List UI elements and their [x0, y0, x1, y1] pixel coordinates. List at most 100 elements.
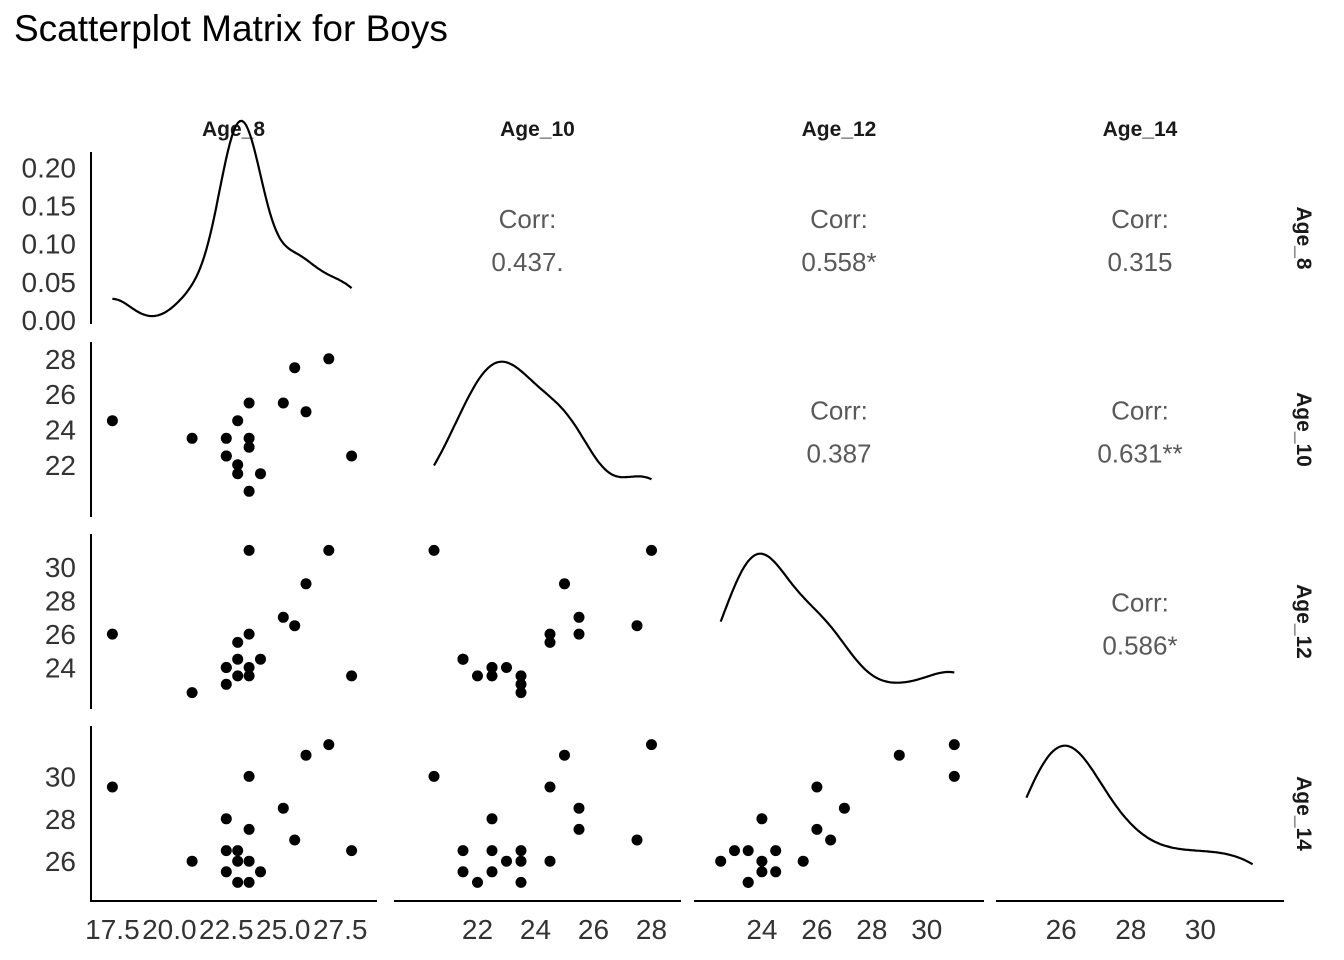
scatter-point	[186, 432, 198, 444]
chart-title: Scatterplot Matrix for Boys	[14, 8, 448, 49]
x-tick-label: 26	[578, 914, 609, 945]
scatter-point	[756, 866, 768, 878]
scatter-point	[232, 415, 244, 427]
scatter-point	[544, 628, 556, 640]
scatter-point	[186, 687, 198, 699]
scatter-point	[186, 855, 198, 867]
x-tick-label: 24	[746, 914, 777, 945]
y-tick-label: 26	[45, 379, 76, 410]
scatter-point	[243, 485, 255, 497]
scatter-point	[486, 845, 498, 857]
y-tick-label: 24	[45, 415, 76, 446]
scatter-point	[646, 739, 657, 751]
scatter-point	[106, 415, 118, 427]
scatter-point	[346, 845, 358, 857]
scatter-point	[715, 855, 727, 867]
scatter-point	[232, 636, 244, 648]
corr-label: Corr:	[1111, 204, 1169, 234]
column-strip-label: Age_12	[802, 118, 877, 141]
scatter-point	[220, 678, 232, 690]
scatter-point	[277, 397, 289, 409]
y-tick-label: 26	[45, 846, 76, 877]
scatter-point	[243, 876, 255, 888]
scatter-point	[825, 834, 837, 846]
scatter-point	[255, 468, 266, 480]
scatter-point	[300, 406, 312, 418]
corr-value: 0.631**	[1097, 439, 1182, 469]
corr-label: Corr:	[1111, 588, 1169, 618]
y-tick-label: 0.20	[22, 152, 77, 183]
corr-value: 0.586*	[1102, 631, 1177, 661]
scatter-point	[770, 866, 782, 878]
scatter-point	[573, 823, 585, 835]
x-tick-label: 26	[801, 914, 832, 945]
row-strip-label: Age_8	[1292, 206, 1315, 269]
scatter-point	[811, 781, 823, 793]
scatter-point	[457, 845, 469, 857]
scatter-point	[232, 653, 244, 665]
scatter-point	[232, 459, 244, 471]
scatter-point	[472, 670, 483, 682]
x-tick-label: 28	[856, 914, 887, 945]
scatter-point	[255, 866, 266, 878]
scatter-point	[515, 855, 527, 867]
scatter-point	[573, 628, 585, 640]
scatter-point	[486, 866, 498, 878]
scatter-point	[346, 670, 358, 682]
scatter-point	[277, 611, 289, 623]
scatter-point	[797, 855, 809, 867]
y-tick-label: 28	[45, 804, 76, 835]
scatter-point	[220, 845, 232, 857]
scatter-point	[428, 544, 440, 556]
scatter-point	[323, 739, 335, 751]
scatter-point	[220, 866, 232, 878]
column-strip-label: Age_14	[1103, 118, 1178, 141]
scatter-point	[756, 813, 768, 825]
scatter-point	[289, 362, 301, 374]
scatter-point	[300, 578, 312, 590]
scatter-point	[948, 739, 960, 751]
scatter-point	[243, 670, 255, 682]
corr-value: 0.558*	[801, 247, 876, 277]
scatter-point	[220, 813, 232, 825]
scatter-point	[243, 544, 255, 556]
scatter-point	[501, 662, 512, 673]
scatter-point	[515, 845, 527, 857]
scatter-point	[948, 770, 960, 782]
corr-label: Corr:	[810, 396, 868, 426]
scatter-point	[289, 620, 301, 632]
density-curve-Age_10	[433, 360, 652, 481]
scatter-point	[232, 670, 244, 682]
scatter-point	[220, 450, 232, 462]
scatter-point	[631, 620, 643, 632]
scatter-point	[486, 813, 498, 825]
density-curve-Age_14	[1025, 744, 1254, 866]
scatter-point	[756, 855, 768, 867]
scatter-point	[729, 845, 740, 857]
scatter-point	[243, 432, 255, 444]
scatter-point	[486, 662, 498, 673]
corr-label: Corr:	[810, 204, 868, 234]
scatter-point	[300, 749, 312, 761]
scatter-point	[232, 468, 244, 480]
scatter-point	[255, 653, 266, 665]
scatter-point	[323, 353, 335, 365]
corr-label: Corr:	[499, 204, 557, 234]
x-tick-label: 30	[911, 914, 942, 945]
y-tick-label: 0.15	[22, 190, 77, 221]
scatter-point	[277, 802, 289, 814]
scatter-point	[232, 876, 244, 888]
x-tick-label: 28	[1115, 914, 1146, 945]
scatter-point	[544, 636, 556, 648]
scatter-point	[243, 823, 255, 835]
row-strip-label: Age_14	[1292, 776, 1315, 851]
scatter-point	[346, 450, 358, 462]
density-curve-Age_8	[112, 119, 353, 318]
scatter-point	[457, 866, 469, 878]
scatter-point	[232, 845, 244, 857]
corr-label: Corr:	[1111, 396, 1169, 426]
scatter-point	[646, 544, 657, 556]
y-tick-label: 24	[45, 653, 76, 684]
scatter-point	[472, 876, 483, 888]
y-tick-label: 0.00	[22, 305, 77, 336]
